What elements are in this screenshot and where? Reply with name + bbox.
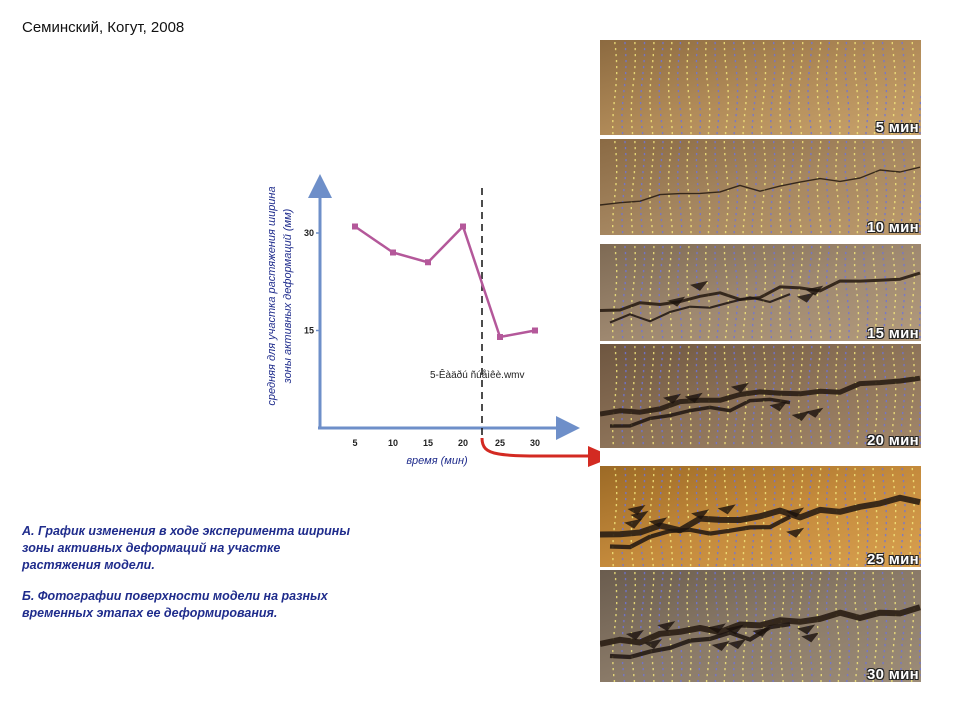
- photo-time-label: 30 мин: [866, 666, 919, 682]
- citation: Семинский, Когут, 2008: [22, 19, 185, 36]
- x-tick-label: 20: [458, 438, 468, 448]
- media-label: 5-Êàäðú ñúåìêè.wmv: [430, 368, 525, 381]
- photo-texture: [600, 139, 921, 235]
- data-point: [425, 259, 431, 266]
- data-point: [497, 334, 503, 340]
- photo-time-label: 10 мин: [866, 219, 919, 235]
- caption-b: Б. Фотографии поверхности модели на разн…: [22, 589, 328, 620]
- x-tick-label: 10: [388, 438, 398, 448]
- x-tick-label: 5: [352, 438, 357, 448]
- model-photo: 5 мин: [600, 40, 921, 135]
- photo-texture: [600, 40, 921, 135]
- model-photo: 25 мин: [600, 466, 921, 567]
- model-photo: 10 мин: [600, 139, 921, 235]
- photo-texture: [600, 466, 921, 567]
- data-point: [532, 327, 538, 334]
- photo-time-label: 5 мин: [875, 119, 919, 135]
- caption-a: А. График изменения в ходе эксперимента …: [22, 524, 351, 572]
- y-tick-label: 30: [304, 228, 314, 238]
- x-tick-label: 15: [423, 438, 433, 448]
- photo-texture: [600, 344, 921, 448]
- model-photo: 30 мин: [600, 570, 921, 682]
- y-tick-label: 15: [304, 326, 314, 336]
- photo-time-label: 15 мин: [866, 325, 919, 341]
- transition-arrow: [480, 437, 591, 458]
- photo-texture: [600, 570, 921, 682]
- width-chart: средняя для участка растяжения ширина зо…: [266, 174, 600, 467]
- x-tick-label: 30: [530, 438, 540, 448]
- data-point: [390, 249, 396, 256]
- y-axis-label-line1: средняя для участка растяжения ширина: [266, 186, 278, 405]
- data-point: [460, 223, 466, 230]
- photo-time-label: 20 мин: [866, 432, 919, 448]
- y-axis-label-line2: зоны активных деформаций (мм): [282, 208, 294, 384]
- transition-arrow-head: [588, 446, 600, 467]
- data-point: [352, 223, 358, 230]
- photo-texture: [600, 244, 921, 341]
- photo-time-label: 25 мин: [866, 551, 919, 567]
- model-photo: 20 мин: [600, 344, 921, 448]
- model-photo: 15 мин: [600, 244, 921, 341]
- series-line: [354, 224, 536, 339]
- x-axis-label: время (мин): [406, 455, 468, 467]
- x-tick-label: 25: [495, 438, 505, 448]
